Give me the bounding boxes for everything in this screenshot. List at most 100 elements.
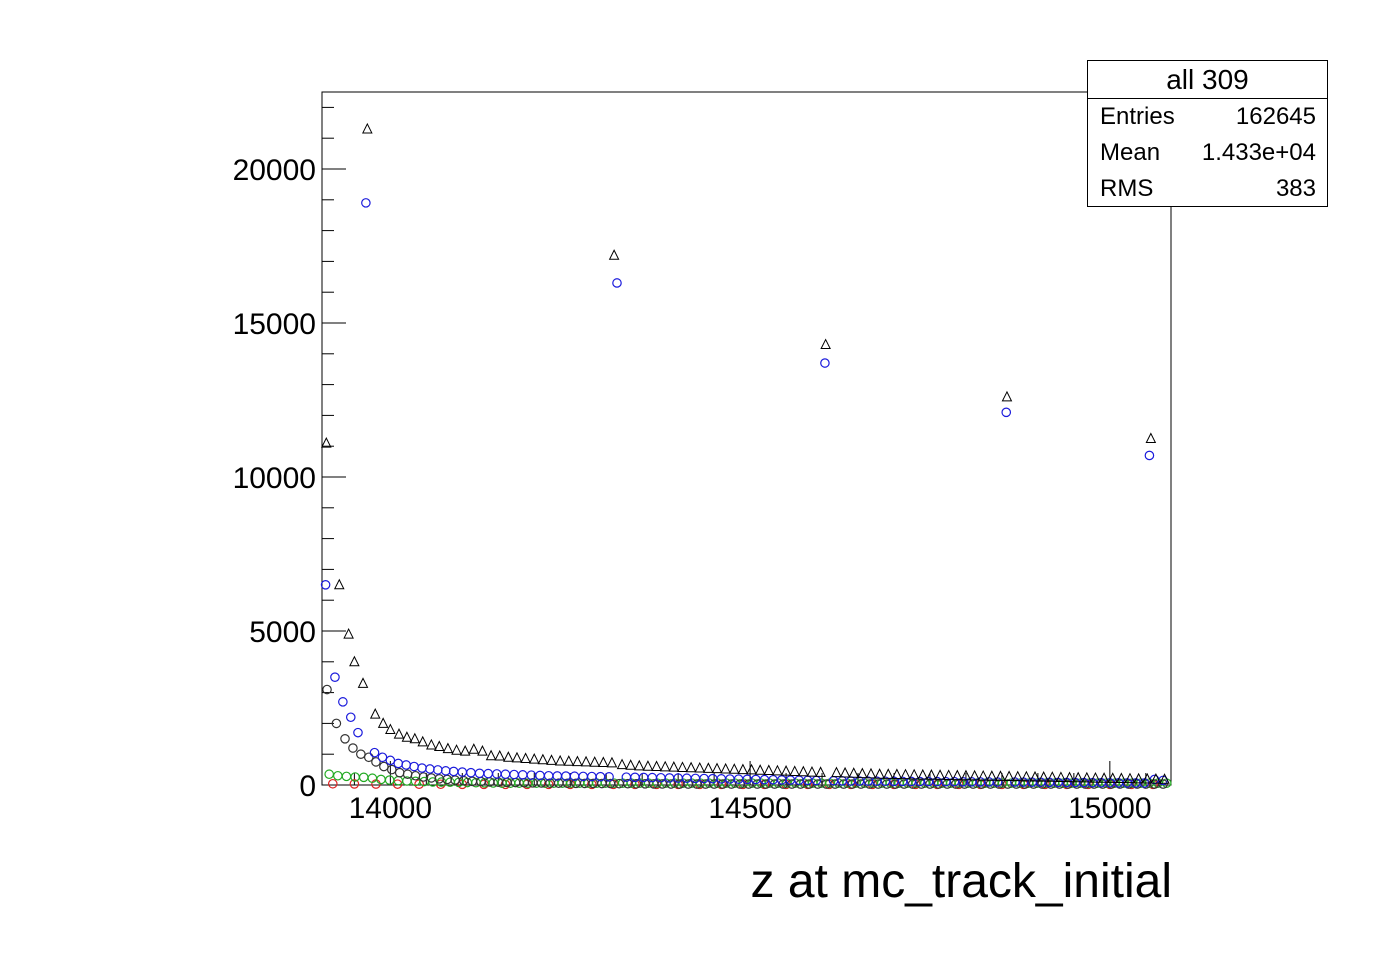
data-point-triangle bbox=[1046, 771, 1058, 782]
data-point-triangle bbox=[952, 769, 963, 781]
data-point-triangle bbox=[477, 745, 488, 756]
stats-title: all 309 bbox=[1088, 61, 1327, 99]
data-point-circle bbox=[409, 761, 419, 772]
data-point-triangle bbox=[633, 759, 645, 771]
data-point-triangle bbox=[401, 731, 413, 742]
data-point-triangle bbox=[362, 122, 373, 134]
data-point-triangle bbox=[485, 749, 497, 761]
data-point-triangle bbox=[772, 764, 783, 776]
data-point-triangle bbox=[891, 768, 903, 780]
stats-box: all 309 Entries 162645 Mean 1.433e+04 RM… bbox=[1087, 60, 1328, 207]
data-point-circle bbox=[348, 743, 358, 753]
data-point-triangle bbox=[606, 756, 618, 768]
data-point-circle bbox=[440, 766, 451, 776]
data-point-triangle bbox=[1064, 771, 1075, 783]
data-point-circle bbox=[1158, 779, 1168, 789]
x-tick-label: 14500 bbox=[708, 792, 791, 825]
data-point-triangle bbox=[321, 437, 332, 448]
data-point-circle bbox=[1144, 450, 1155, 461]
data-point-triangle bbox=[442, 742, 454, 754]
data-point-triangle bbox=[815, 766, 826, 777]
data-point-triangle bbox=[1150, 773, 1162, 784]
data-point-triangle bbox=[831, 766, 842, 778]
data-point-triangle bbox=[780, 765, 792, 776]
data-point-circle bbox=[500, 769, 511, 780]
data-point-triangle bbox=[677, 761, 688, 772]
data-point-circle bbox=[384, 775, 395, 785]
data-point-circle bbox=[393, 758, 404, 769]
data-point-triangle bbox=[377, 717, 389, 728]
data-point-circle bbox=[517, 770, 528, 780]
data-point-circle bbox=[376, 774, 386, 785]
data-point-triangle bbox=[1003, 770, 1015, 782]
data-point-circle bbox=[401, 760, 411, 770]
data-point-triangle bbox=[1081, 771, 1093, 783]
data-point-triangle bbox=[349, 655, 360, 667]
data-point-circle bbox=[492, 769, 502, 779]
data-point-triangle bbox=[720, 762, 731, 774]
data-point-circle bbox=[604, 772, 614, 782]
data-point-triangle bbox=[598, 756, 609, 768]
data-point-triangle bbox=[520, 752, 531, 764]
data-point-triangle bbox=[659, 760, 671, 772]
data-point-circle bbox=[322, 684, 332, 695]
data-point-triangle bbox=[1090, 771, 1101, 783]
data-point-triangle bbox=[433, 740, 445, 751]
data-point-circle bbox=[466, 767, 476, 778]
x-tick-label: 15000 bbox=[1068, 792, 1151, 825]
y-axis-tick-labels: 0 5000 10000 15000 20000 bbox=[233, 154, 316, 803]
data-point-triangle bbox=[1012, 770, 1024, 782]
data-point-circle bbox=[331, 718, 342, 729]
data-point-triangle bbox=[728, 763, 740, 774]
x-tick-label: 14000 bbox=[349, 792, 432, 825]
y-tick-label: 15000 bbox=[233, 308, 316, 341]
data-point-triangle bbox=[874, 768, 885, 779]
data-point-triangle bbox=[737, 763, 749, 775]
y-axis-ticks bbox=[322, 106, 346, 786]
y-tick-label: 10000 bbox=[233, 462, 316, 495]
data-point-circle bbox=[448, 766, 459, 777]
stats-row-entries: Entries 162645 bbox=[1088, 99, 1327, 135]
data-point-triangle bbox=[1116, 772, 1127, 784]
plot-frame bbox=[321, 91, 1172, 786]
data-point-triangle bbox=[848, 767, 860, 778]
data-point-circle bbox=[353, 727, 363, 738]
y-tick-label: 0 bbox=[299, 770, 316, 803]
x-axis-title: z at mc_track_initial bbox=[751, 855, 1172, 908]
data-point-triangle bbox=[926, 769, 937, 780]
data-point-triangle bbox=[694, 761, 706, 773]
data-point-circle bbox=[392, 779, 403, 789]
data-point-triangle bbox=[703, 762, 714, 773]
stats-value: 162645 bbox=[1235, 103, 1316, 130]
data-point-triangle bbox=[1072, 771, 1084, 783]
data-point-circle bbox=[377, 752, 388, 763]
y-tick-label: 20000 bbox=[233, 154, 316, 187]
data-point-circle bbox=[483, 768, 494, 779]
stats-label: RMS bbox=[1100, 175, 1154, 202]
data-point-triangle bbox=[754, 764, 766, 775]
data-point-circle bbox=[356, 749, 366, 759]
data-point-circle bbox=[345, 712, 356, 723]
data-point-triangle bbox=[668, 761, 680, 772]
data-point-triangle bbox=[589, 756, 600, 767]
data-point-triangle bbox=[857, 767, 868, 779]
data-point-circle bbox=[1001, 407, 1012, 418]
data-markers bbox=[320, 122, 1172, 790]
data-point-triangle bbox=[711, 762, 723, 774]
data-point-circle bbox=[371, 757, 381, 767]
data-point-circle bbox=[394, 767, 405, 778]
data-point-triangle bbox=[494, 749, 506, 761]
data-point-triangle bbox=[625, 759, 636, 770]
data-point-triangle bbox=[385, 723, 396, 735]
data-point-circle bbox=[349, 779, 360, 789]
data-point-triangle bbox=[651, 760, 662, 772]
data-point-triangle bbox=[1145, 432, 1157, 443]
data-point-triangle bbox=[806, 765, 818, 777]
data-point-triangle bbox=[357, 677, 369, 688]
data-point-triangle bbox=[369, 708, 381, 719]
data-point-triangle bbox=[468, 743, 480, 754]
data-point-circle bbox=[341, 771, 352, 782]
data-point-triangle bbox=[451, 744, 462, 755]
stats-value: 383 bbox=[1275, 175, 1316, 202]
data-point-triangle bbox=[900, 768, 911, 780]
